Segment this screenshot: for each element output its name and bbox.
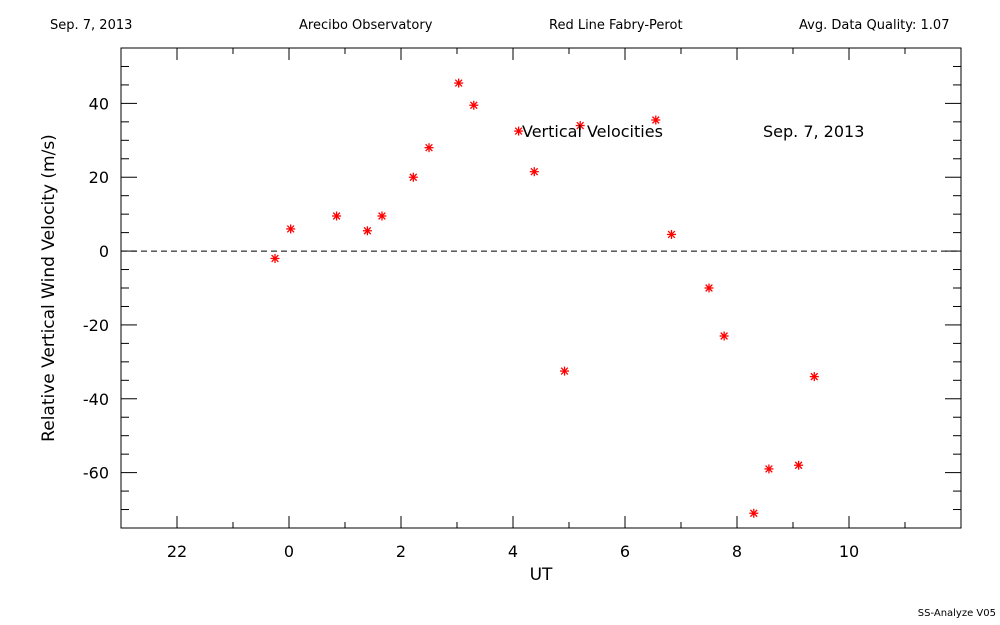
data-point	[332, 211, 342, 221]
data-point	[809, 372, 819, 382]
x-tick-labels: 22 0 2 4 6 8 10	[167, 542, 859, 561]
x-axis-label: UT	[530, 565, 553, 585]
data-point	[270, 253, 280, 263]
data-point	[408, 172, 418, 182]
y-tick-label: -40	[83, 390, 109, 409]
data-point	[719, 331, 729, 341]
data-point	[560, 366, 570, 376]
data-point	[286, 224, 296, 234]
data-points	[270, 78, 819, 518]
data-point	[377, 211, 387, 221]
header-observatory: Arecibo Observatory	[299, 18, 433, 33]
x-tick-label: 10	[839, 542, 859, 561]
data-point	[666, 229, 676, 239]
data-point	[469, 100, 479, 110]
y-tick-labels: 40 20 0 -20 -40 -60	[83, 94, 109, 482]
data-point	[704, 283, 714, 293]
header-date: Sep. 7, 2013	[50, 18, 133, 33]
header-instrument: Red Line Fabry-Perot	[549, 18, 683, 33]
data-point	[651, 115, 661, 125]
x-tick-label: 22	[167, 542, 187, 561]
y-tick-label: 40	[89, 94, 109, 113]
x-tick-label: 8	[732, 542, 742, 561]
y-tick-label: -20	[83, 316, 109, 335]
data-point	[764, 464, 774, 474]
chart-date-annotation: Sep. 7, 2013	[763, 122, 864, 141]
data-point	[424, 143, 434, 153]
data-point	[514, 126, 524, 136]
x-tick-label: 2	[396, 542, 406, 561]
y-tick-label: 20	[89, 168, 109, 187]
data-point	[749, 508, 759, 518]
data-point	[454, 78, 464, 88]
x-tick-label: 4	[508, 542, 518, 561]
plot-frame	[120, 47, 962, 529]
data-point	[794, 460, 804, 470]
data-point	[529, 167, 539, 177]
chart-title: Vertical Velocities	[522, 122, 663, 141]
data-point	[575, 121, 585, 131]
x-tick-label: 6	[620, 542, 630, 561]
header-data-quality: Avg. Data Quality: 1.07	[799, 18, 950, 33]
y-axis-label: Relative Vertical Wind Velocity (m/s)	[39, 134, 59, 442]
data-point	[362, 226, 372, 236]
x-tick-label: 0	[284, 542, 294, 561]
software-version: SS-Analyze V05	[917, 608, 996, 619]
y-tick-label: 0	[99, 242, 109, 261]
axis-ticks	[120, 47, 962, 529]
y-tick-label: -60	[83, 464, 109, 483]
